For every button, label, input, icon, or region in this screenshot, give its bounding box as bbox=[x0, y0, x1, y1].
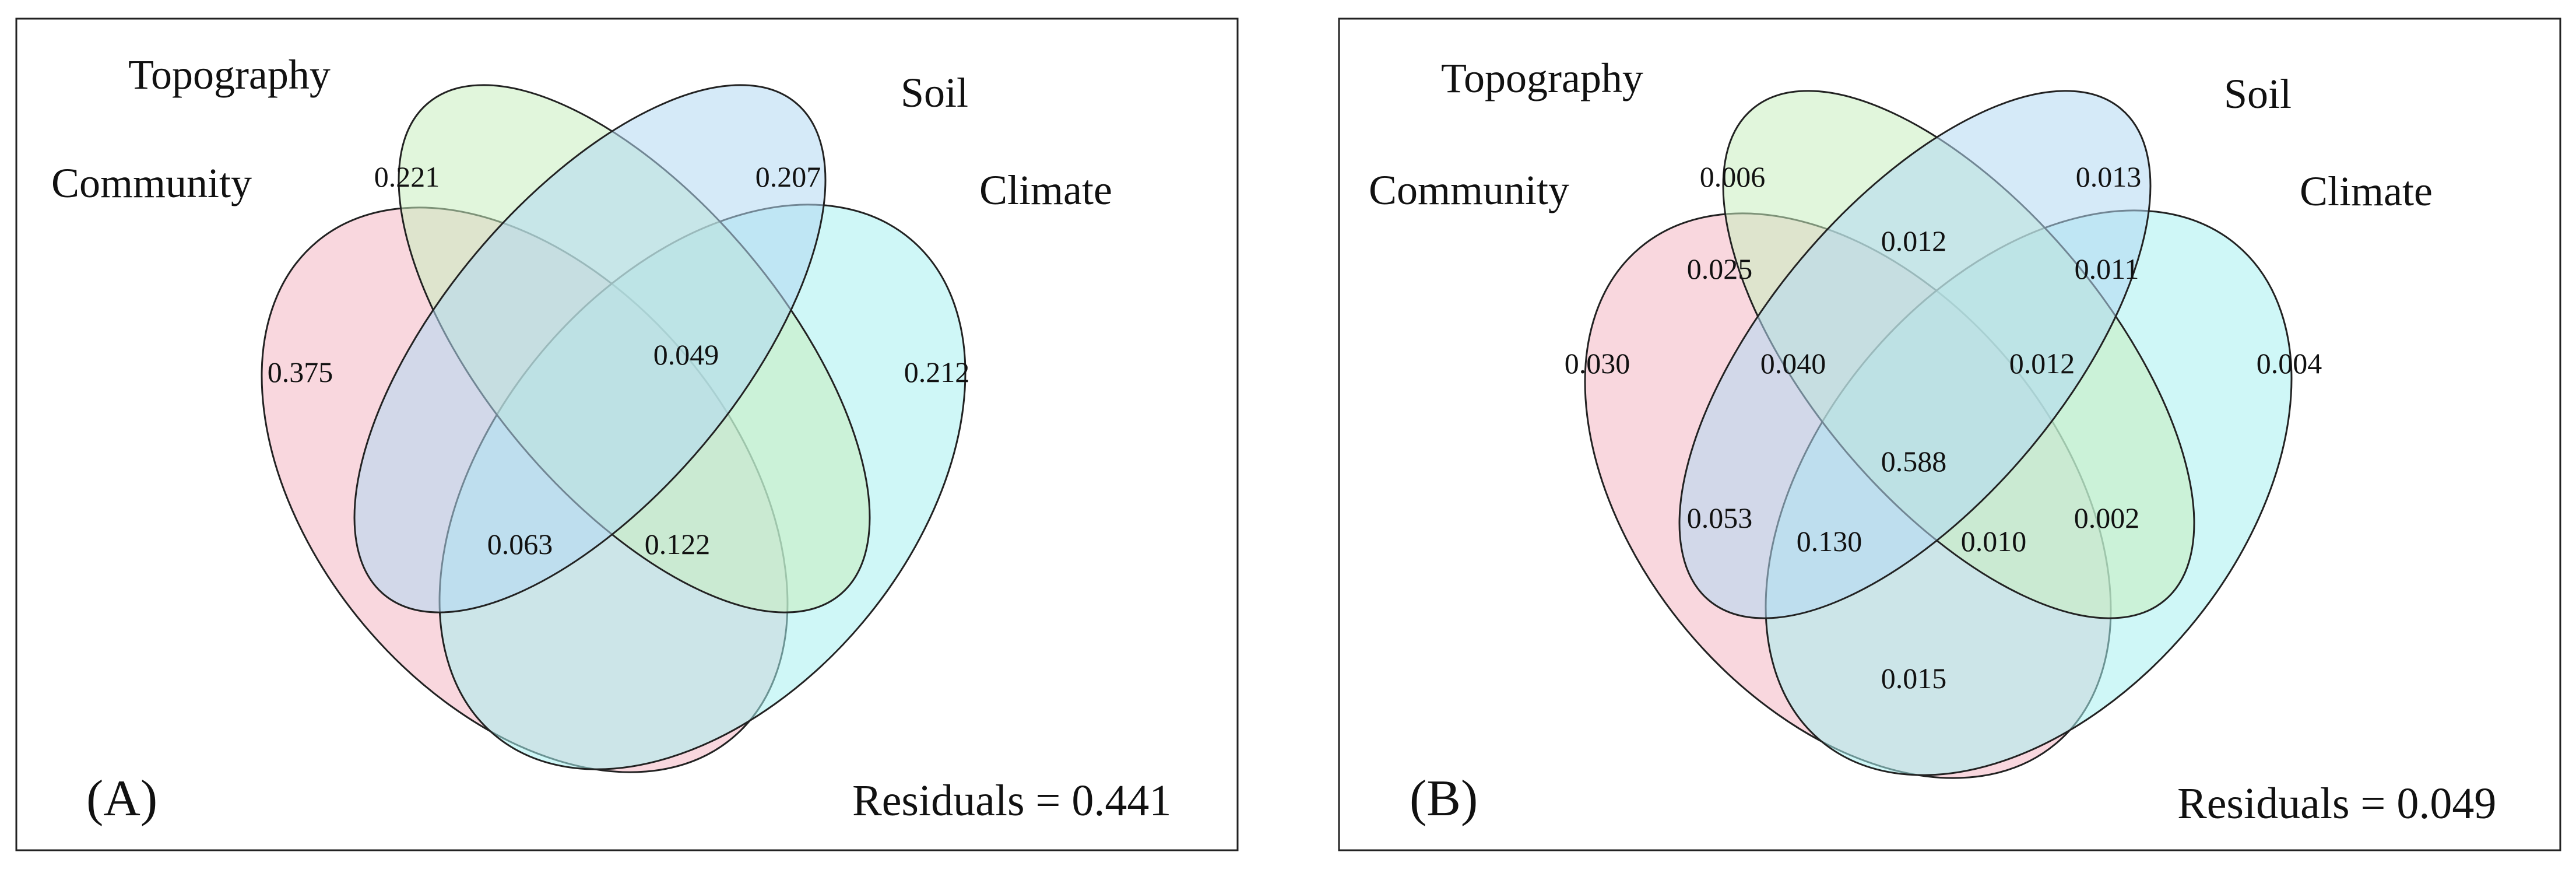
value-topo-soil-climate: 0.012 bbox=[2009, 347, 2075, 380]
value-community-only: 0.030 bbox=[1565, 347, 1630, 380]
value-comm-soil: 0.063 bbox=[487, 528, 553, 560]
community-label: Community bbox=[51, 160, 252, 206]
soil-label: Soil bbox=[2224, 71, 2292, 117]
value-topo-soil: 0.012 bbox=[1881, 225, 1947, 257]
soil-ellipse bbox=[1678, 90, 2152, 619]
panel-b-label: (B) bbox=[1410, 770, 1478, 827]
soil-ellipse bbox=[353, 84, 827, 613]
value-soil-only: 0.207 bbox=[755, 160, 821, 193]
value-soil-only: 0.013 bbox=[2076, 160, 2142, 193]
climate-label: Climate bbox=[2300, 168, 2433, 215]
panel-b-residuals: Residuals = 0.049 bbox=[2177, 779, 2496, 828]
value-climate-only: 0.212 bbox=[904, 356, 970, 388]
value-comm-climate: 0.015 bbox=[1881, 662, 1947, 695]
panel-a-residuals: Residuals = 0.441 bbox=[852, 776, 1171, 825]
topography-label: Topography bbox=[1441, 55, 1643, 101]
value-community-only: 0.375 bbox=[268, 356, 333, 388]
value-soil-climate: 0.011 bbox=[2075, 253, 2139, 285]
panel-a: Topography Soil Community Climate 0.221 … bbox=[15, 17, 1239, 851]
value-climate-only: 0.004 bbox=[2257, 347, 2322, 380]
value-comm-topo-soil: 0.040 bbox=[1760, 347, 1826, 380]
community-label: Community bbox=[1369, 167, 1569, 213]
value-all-four: 0.588 bbox=[1881, 445, 1947, 478]
panel-a-label: (A) bbox=[86, 770, 157, 827]
topography-label: Topography bbox=[128, 51, 331, 98]
climate-label: Climate bbox=[979, 167, 1112, 213]
value-comm-soil-climate: 0.130 bbox=[1797, 525, 1862, 558]
value-topo-climate: 0.002 bbox=[2074, 502, 2140, 534]
value-topography-only: 0.221 bbox=[374, 160, 440, 193]
value-comm-topo: 0.025 bbox=[1687, 253, 1753, 285]
panel-b: Topography Soil Community Climate 0.006 … bbox=[1338, 17, 2561, 851]
soil-label: Soil bbox=[901, 69, 968, 116]
value-comm-topo-climate: 0.010 bbox=[1961, 525, 2027, 558]
value-topo-soil-climate: 0.049 bbox=[653, 338, 719, 371]
value-topography-only: 0.006 bbox=[1700, 160, 1766, 193]
value-comm-soil: 0.053 bbox=[1687, 502, 1753, 534]
value-topo-climate: 0.122 bbox=[645, 528, 711, 560]
